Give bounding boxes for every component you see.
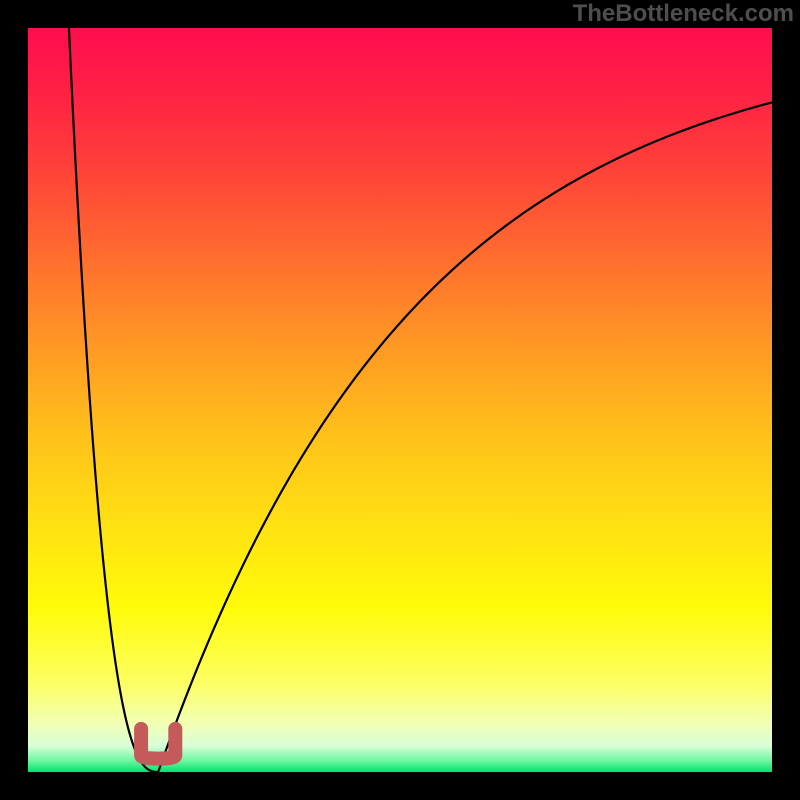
watermark-text: TheBottleneck.com: [573, 0, 794, 28]
bottleneck-curve-chart: [28, 28, 772, 772]
chart-frame: TheBottleneck.com: [0, 0, 800, 800]
plot-area: [28, 28, 772, 772]
